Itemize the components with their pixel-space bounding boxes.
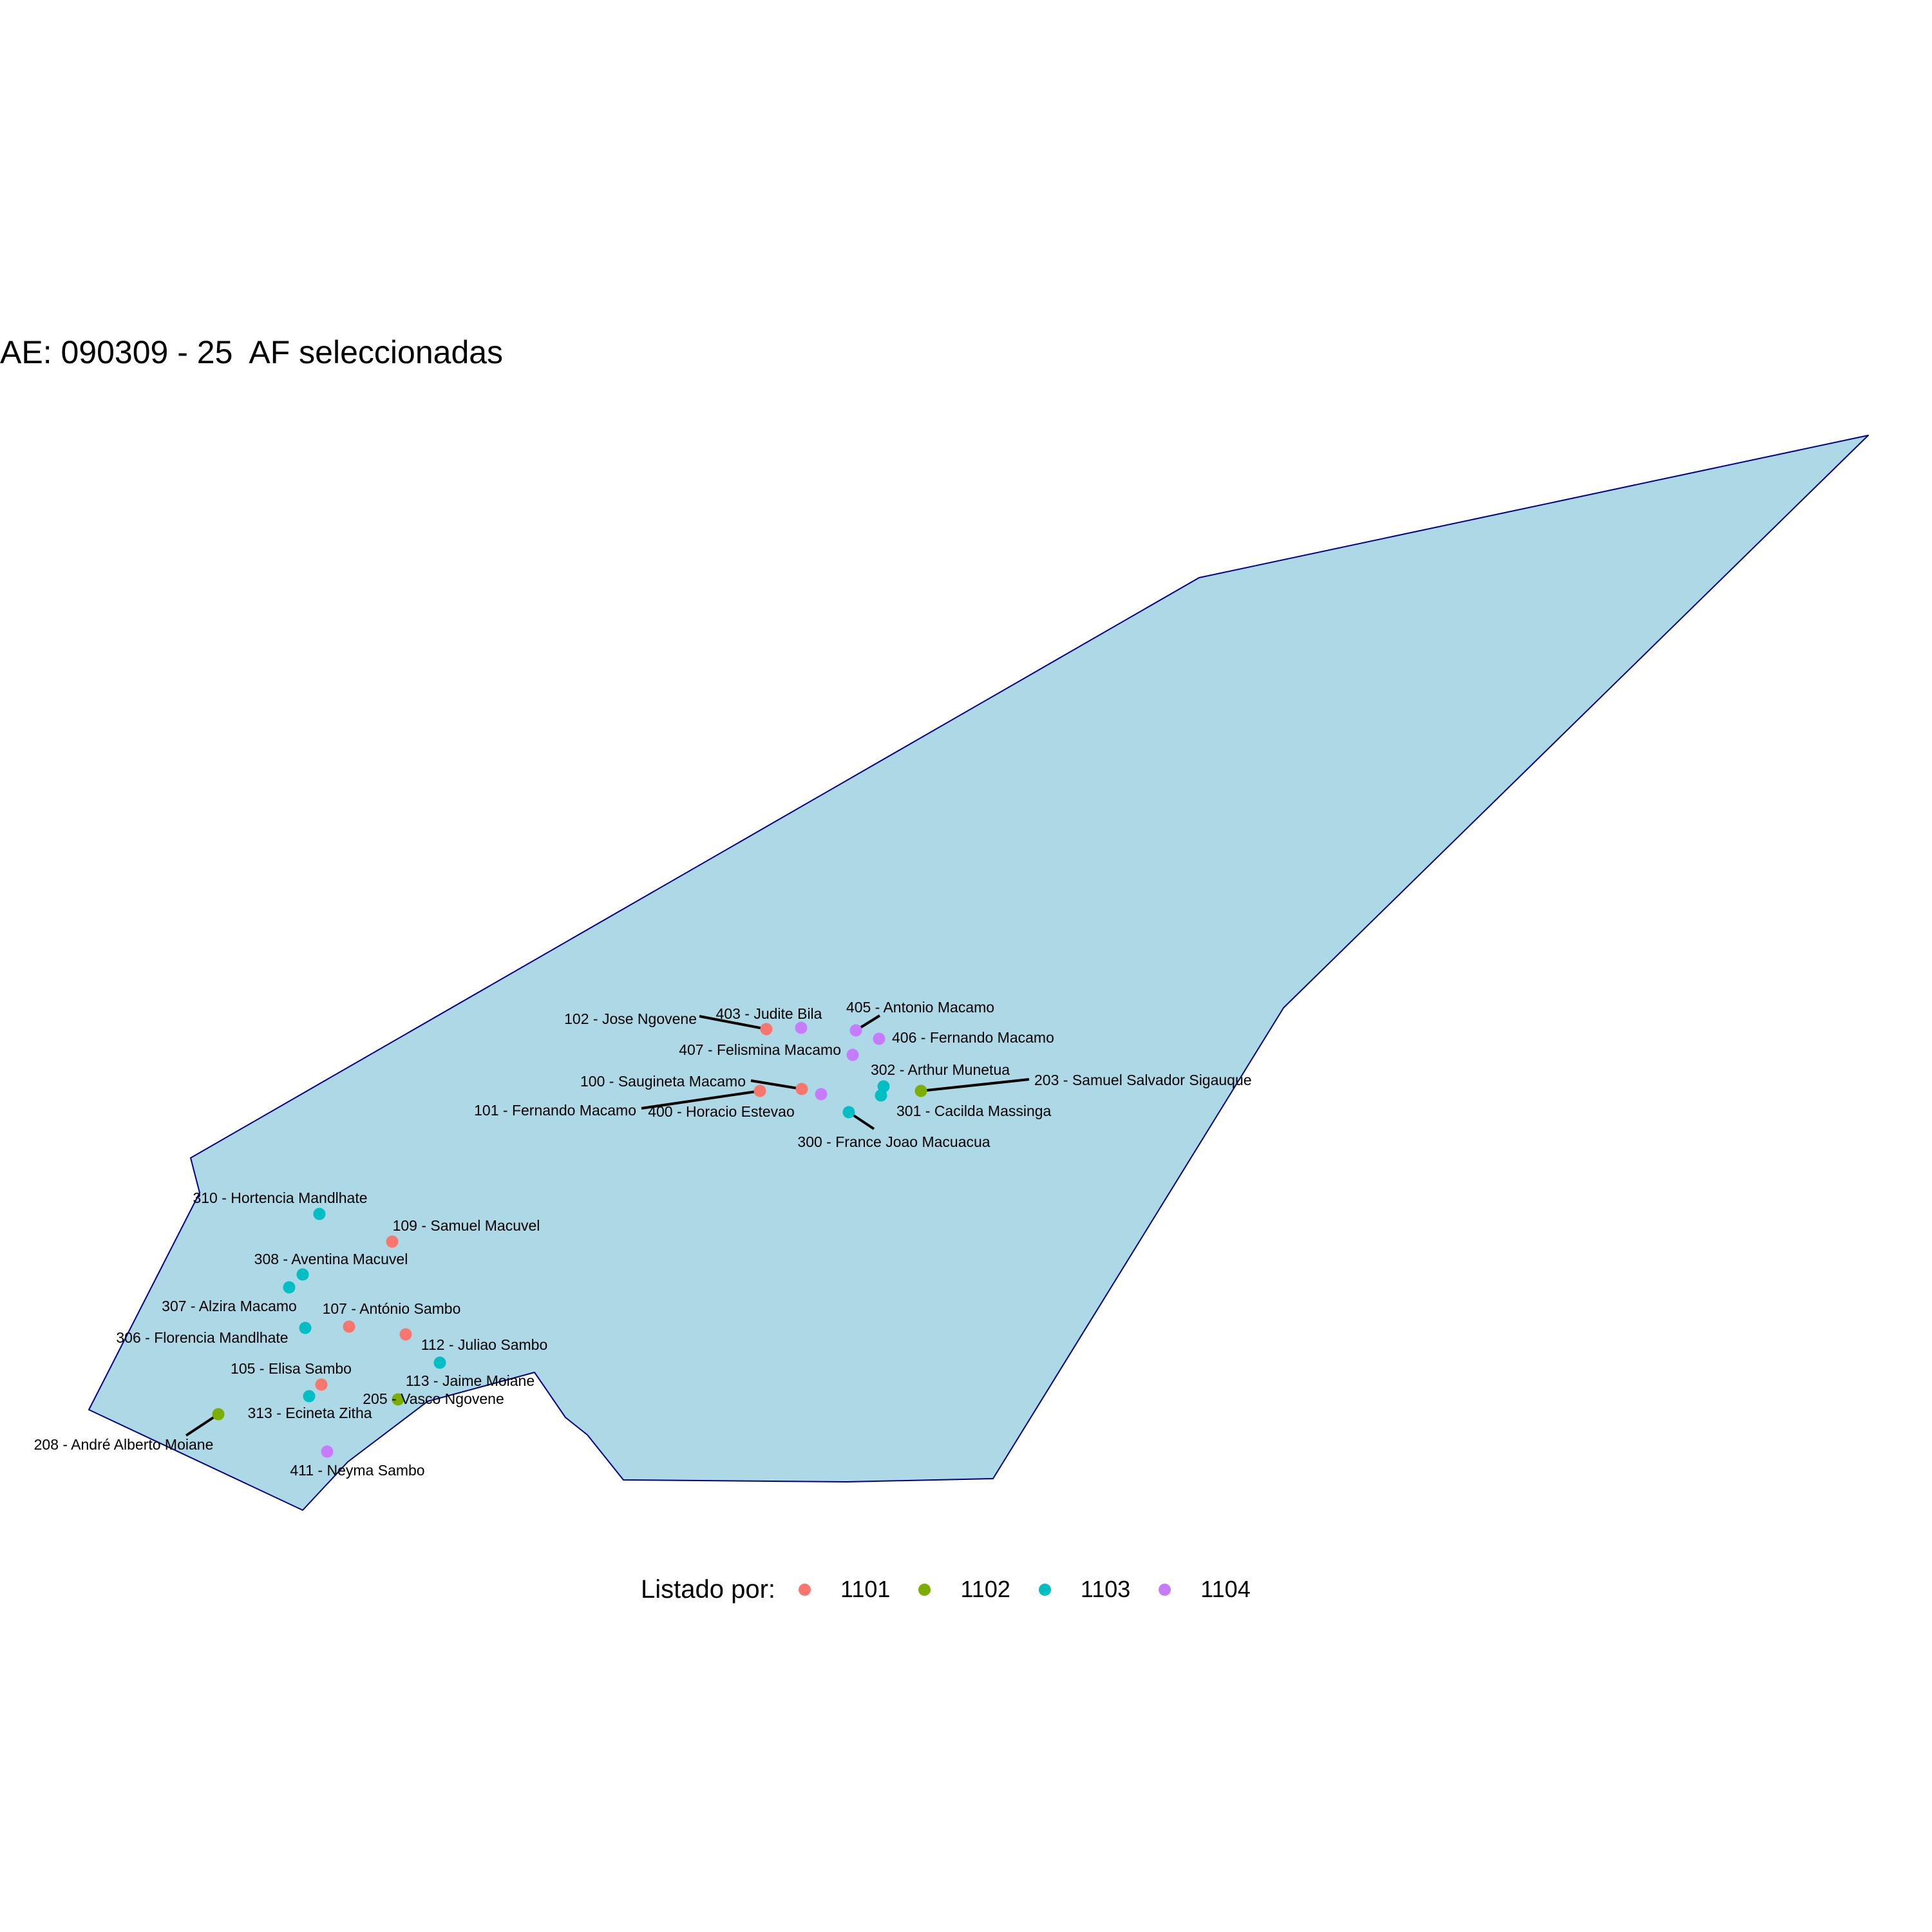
- leader-line-100: [750, 1079, 802, 1090]
- household-label-308: 308 - Aventina Macuvel: [254, 1251, 408, 1267]
- household-point-405: [849, 1024, 862, 1037]
- household-point-101: [753, 1084, 766, 1097]
- legend-label-1101: 1101: [840, 1576, 891, 1602]
- legend-label-1103: 1103: [1080, 1576, 1131, 1602]
- legend-dot-1103: [1038, 1583, 1051, 1596]
- household-point-310: [313, 1208, 326, 1220]
- household-point-113: [433, 1356, 446, 1369]
- legend-item-1102: 1102: [918, 1576, 1010, 1603]
- household-points: [212, 1021, 927, 1458]
- household-point-403: [795, 1021, 808, 1034]
- household-point-308: [296, 1268, 309, 1281]
- household-labels: 102 - Jose Ngovene 403 - Judite Bila 405 -…: [34, 999, 1252, 1479]
- household-label-406: 406 - Fernando Macamo: [892, 1029, 1054, 1046]
- household-point-112: [399, 1328, 412, 1341]
- household-label-407: 407 - Felismina Macamo: [679, 1041, 841, 1058]
- legend-dot-1104: [1159, 1583, 1171, 1596]
- household-point-400: [815, 1088, 828, 1101]
- household-label-102: 102 - Jose Ngovene: [564, 1010, 697, 1027]
- legend-item-1104: 1104: [1159, 1576, 1251, 1603]
- household-label-301: 301 - Cacilda Massinga: [896, 1103, 1052, 1119]
- household-label-208: 208 - André Alberto Moiane: [34, 1436, 214, 1453]
- household-point-208: [212, 1408, 225, 1421]
- household-point-100: [795, 1083, 808, 1095]
- household-point-411: [321, 1445, 334, 1458]
- household-label-105: 105 - Elisa Sambo: [231, 1360, 352, 1377]
- household-point-306: [299, 1321, 312, 1334]
- household-point-301: [875, 1089, 887, 1102]
- household-point-109: [386, 1235, 399, 1248]
- household-point-313: [303, 1390, 316, 1403]
- household-label-302: 302 - Arthur Munetua: [871, 1061, 1010, 1078]
- household-label-300: 300 - France Joao Macuacua: [797, 1133, 990, 1150]
- household-point-407: [846, 1048, 859, 1061]
- legend-label-1104: 1104: [1200, 1576, 1251, 1602]
- enumeration-area-polygon: [88, 435, 1869, 1511]
- household-label-310: 310 - Hortencia Mandlhate: [193, 1189, 367, 1206]
- household-point-102: [760, 1023, 773, 1036]
- leader-line-203: [920, 1078, 1030, 1092]
- household-point-205: [392, 1393, 404, 1406]
- household-label-405: 405 - Antonio Macamo: [846, 999, 994, 1016]
- household-label-403: 403 - Judite Bila: [716, 1005, 822, 1022]
- legend-dot-1101: [799, 1583, 811, 1596]
- household-label-101: 101 - Fernando Macamo: [474, 1102, 636, 1119]
- household-label-400: 400 - Horacio Estevao: [648, 1103, 795, 1120]
- household-label-306: 306 - Florencia Mandlhate: [116, 1329, 288, 1346]
- household-label-107: 107 - António Sambo: [323, 1300, 461, 1317]
- household-point-307: [283, 1281, 296, 1294]
- legend-item-1103: 1103: [1038, 1576, 1131, 1603]
- household-point-406: [873, 1032, 886, 1045]
- household-label-203: 203 - Samuel Salvador Sigauque: [1034, 1072, 1252, 1088]
- legend-label-1102: 1102: [960, 1576, 1010, 1602]
- household-label-109: 109 - Samuel Macuvel: [393, 1217, 540, 1234]
- legend-dot-1102: [918, 1583, 931, 1596]
- household-label-411: 411 - Neyma Sambo: [290, 1462, 424, 1479]
- legend-title: Listado por:: [641, 1575, 776, 1604]
- household-label-113: 113 - Jaime Moiane: [406, 1372, 535, 1389]
- map-title: AE: 090309 - 25 AF seleccionadas: [0, 334, 504, 370]
- household-point-300: [842, 1106, 855, 1119]
- household-label-112: 112 - Juliao Sambo: [421, 1336, 547, 1353]
- household-label-205: 205 - Vasco Ngovene: [363, 1390, 504, 1407]
- leader-line-208: [185, 1413, 220, 1437]
- legend: Listado por: 1101 1102 1103 1104: [641, 1570, 1279, 1609]
- household-label-100: 100 - Saugineta Macamo: [580, 1073, 746, 1090]
- leader-line-101: [641, 1090, 761, 1110]
- leader-line-102: [699, 1015, 767, 1030]
- household-point-105: [315, 1378, 328, 1391]
- household-label-307: 307 - Alzira Macamo: [162, 1298, 297, 1314]
- household-label-313: 313 - Ecineta Zitha: [247, 1405, 372, 1421]
- household-point-107: [343, 1320, 355, 1333]
- household-point-203: [914, 1084, 927, 1097]
- legend-item-1101: 1101: [799, 1576, 890, 1603]
